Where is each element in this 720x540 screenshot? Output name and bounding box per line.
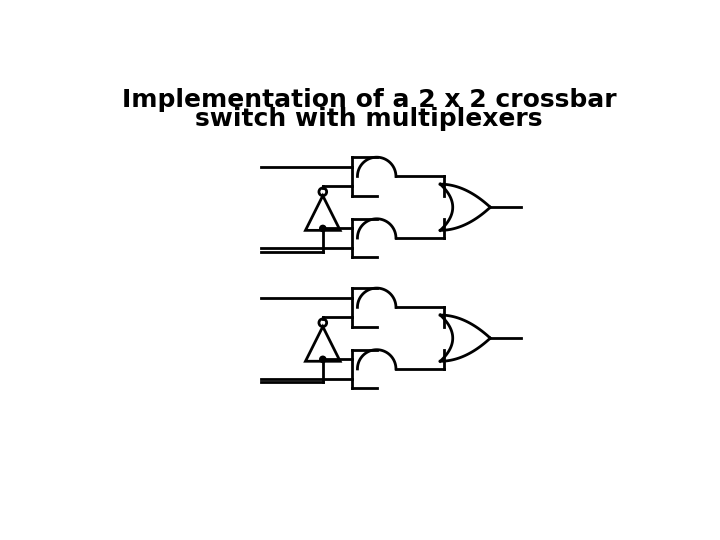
Circle shape [320,356,326,362]
Circle shape [320,225,326,232]
Text: Implementation of a 2 x 2 crossbar: Implementation of a 2 x 2 crossbar [122,88,616,112]
Text: switch with multiplexers: switch with multiplexers [195,107,543,131]
